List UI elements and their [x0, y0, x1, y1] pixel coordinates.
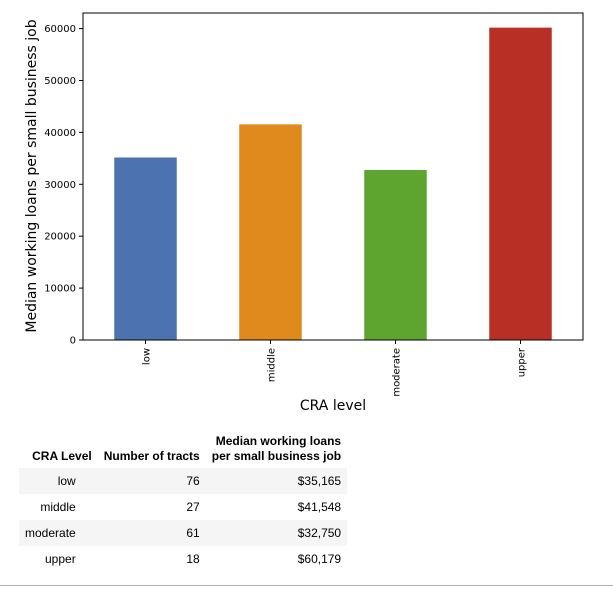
y-tick-label: 0: [70, 336, 76, 347]
bar-upper: [489, 27, 552, 340]
cell-tracts: 18: [186, 552, 200, 566]
header-median-loans: Median working loans per small business j…: [206, 430, 347, 468]
cell-level: low: [57, 474, 76, 488]
table-row: upper 18 $60,179: [19, 546, 347, 572]
summary-table: CRA Level Number of tracts Median workin…: [19, 430, 348, 572]
bottom-divider: [0, 585, 613, 586]
table-row: low 76 $35,165: [19, 468, 348, 494]
cell-median: $32,750: [297, 526, 342, 540]
table-row: middle 27 $41,548: [19, 494, 347, 520]
cell-median: $41,548: [297, 500, 342, 514]
header-median-line1: Median working loans: [215, 434, 342, 448]
bars-group: [114, 27, 552, 340]
x-tick-label: low: [142, 348, 153, 365]
bar-low: [114, 157, 177, 340]
x-tick-label: upper: [517, 347, 528, 377]
table-row: moderate 61 $32,750: [19, 520, 348, 546]
header-median-line2: per small business job: [211, 449, 342, 463]
x-axis-ticks: low middle moderate upper: [142, 340, 528, 397]
y-axis-ticks: 0 10000 20000 30000 40000 50000 60000: [44, 24, 83, 347]
y-tick-label: 30000: [44, 180, 76, 191]
bar-moderate: [364, 170, 427, 340]
cell-tracts: 27: [186, 500, 200, 514]
cell-level: upper: [45, 552, 76, 566]
cell-tracts: 76: [186, 474, 200, 488]
bar-middle: [239, 124, 302, 340]
bar-chart: 0 10000 20000 30000 40000 50000 60000 low middl…: [24, 12, 584, 414]
y-axis-label: Median working loans per small business …: [24, 19, 40, 332]
x-tick-label: moderate: [392, 348, 403, 397]
table-header-row: CRA Level Number of tracts Median workin…: [19, 430, 347, 468]
header-number-of-tracts: Number of tracts: [103, 449, 200, 463]
x-axis-label: CRA level: [300, 398, 366, 414]
y-tick-label: 60000: [44, 24, 76, 35]
header-cra-level: CRA Level: [32, 449, 92, 463]
plot-frame: [82, 12, 584, 341]
y-tick-label: 10000: [44, 284, 76, 295]
y-tick-label: 40000: [44, 128, 76, 139]
cell-level: moderate: [25, 526, 76, 540]
cell-tracts: 61: [186, 526, 200, 540]
x-tick-label: middle: [267, 348, 278, 382]
cell-median: $35,165: [297, 474, 342, 488]
cell-level: middle: [40, 500, 76, 514]
y-tick-label: 20000: [44, 232, 76, 243]
cell-median: $60,179: [297, 552, 342, 566]
y-tick-label: 50000: [44, 76, 76, 87]
